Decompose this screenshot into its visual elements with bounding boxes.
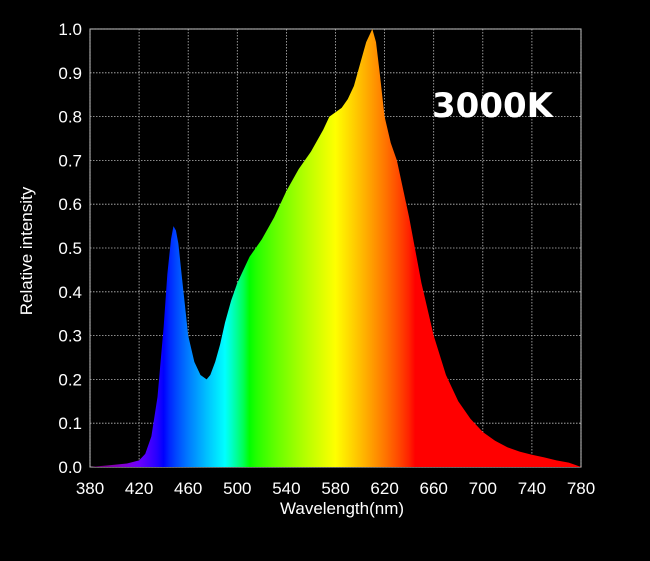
x-tick-label: 700 bbox=[469, 479, 497, 498]
y-tick-label: 0.1 bbox=[58, 414, 82, 433]
x-tick-label: 460 bbox=[174, 479, 202, 498]
y-axis-label: Relative intensity bbox=[17, 186, 36, 315]
y-tick-label: 1.0 bbox=[58, 20, 82, 39]
y-tick-label: 0.7 bbox=[58, 151, 82, 170]
x-tick-label: 620 bbox=[370, 479, 398, 498]
x-tick-label: 580 bbox=[321, 479, 349, 498]
y-tick-label: 0.6 bbox=[58, 195, 82, 214]
spectrum-area bbox=[90, 29, 581, 467]
x-tick-label: 540 bbox=[272, 479, 300, 498]
x-tick-label: 780 bbox=[567, 479, 595, 498]
y-tick-label: 0.0 bbox=[58, 458, 82, 477]
y-tick-labels: 0.0 0.1 0.2 0.3 0.4 0.5 0.6 0.7 0.8 0.9 1.0 bbox=[58, 20, 82, 477]
y-tick-label: 0.9 bbox=[58, 64, 82, 83]
y-tick-label: 0.4 bbox=[58, 283, 82, 302]
x-tick-label: 420 bbox=[125, 479, 153, 498]
x-tick-label: 380 bbox=[76, 479, 104, 498]
color-temperature-label: 3000K bbox=[432, 86, 555, 126]
x-tick-label: 500 bbox=[223, 479, 251, 498]
x-tick-label: 660 bbox=[420, 479, 448, 498]
x-tick-labels: 380 420 460 500 540 580 620 660 700 740 780 bbox=[76, 479, 595, 498]
y-tick-label: 0.2 bbox=[58, 370, 82, 389]
x-axis-label: Wavelength(nm) bbox=[280, 499, 404, 518]
x-tick-label: 740 bbox=[518, 479, 546, 498]
y-tick-label: 0.3 bbox=[58, 327, 82, 346]
y-tick-label: 0.8 bbox=[58, 108, 82, 127]
y-tick-label: 0.5 bbox=[58, 239, 82, 258]
